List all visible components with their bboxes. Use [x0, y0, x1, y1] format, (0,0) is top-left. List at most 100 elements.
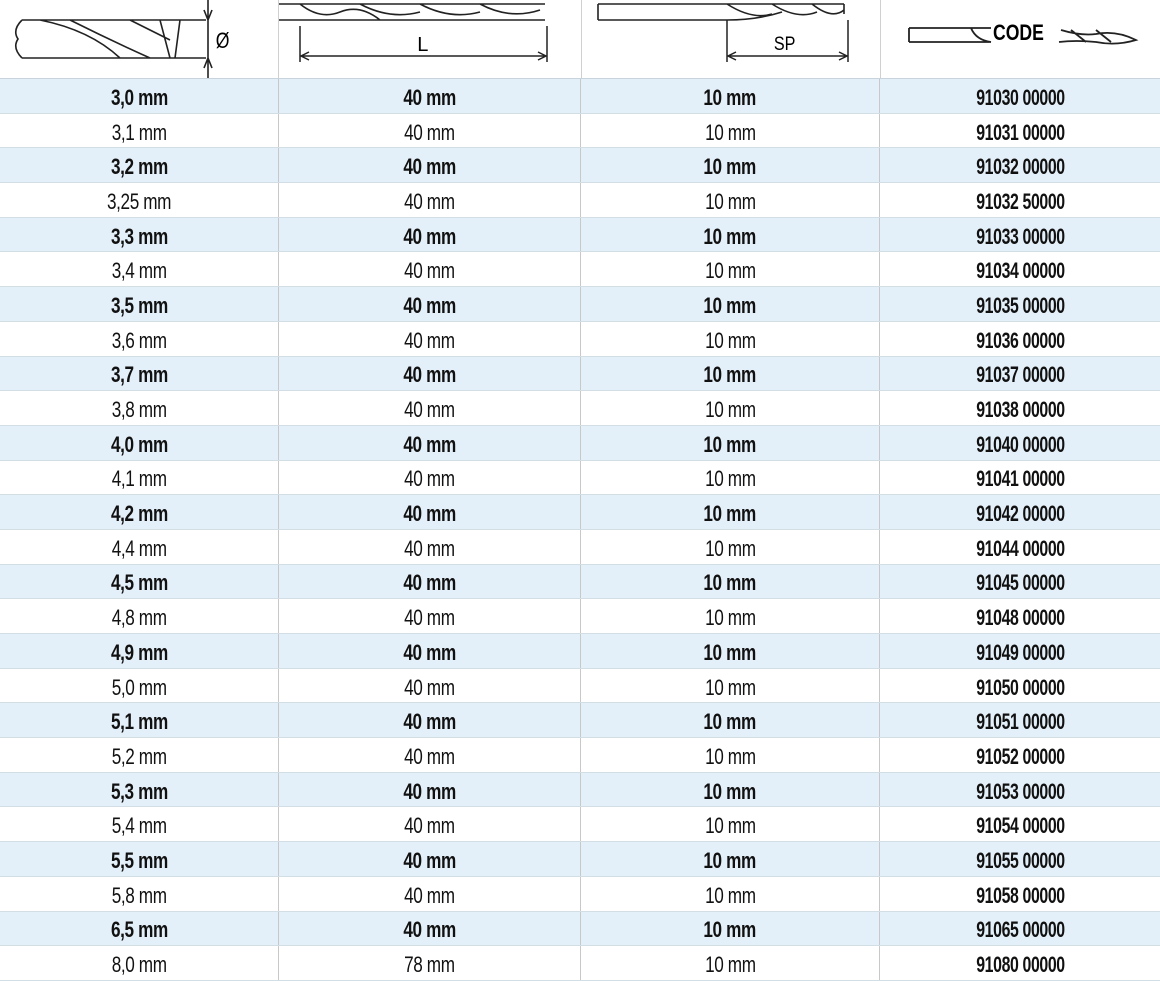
code-cell-text: 91033 00000	[975, 223, 1065, 249]
code-cell-text: 91055 00000	[975, 847, 1065, 873]
spiral-length-cell: 10 mm	[581, 599, 880, 633]
diameter-cell: 5,0 mm	[0, 668, 279, 703]
code-cell-text: 91036 00000	[975, 327, 1065, 353]
spiral-length-cell-text: 10 mm	[703, 778, 757, 804]
length-cell: 40 mm	[279, 425, 581, 460]
spiral-length-cell-text: 10 mm	[703, 639, 757, 665]
code-cell-text: 91048 00000	[975, 605, 1065, 631]
spiral-length-cell-text: 10 mm	[703, 362, 757, 388]
diameter-cell-text: 3,8 mm	[111, 397, 167, 423]
drill-spiral-length-icon	[596, 3, 849, 62]
diameter-cell: 5,3 mm	[0, 772, 279, 807]
diameter-cell-text: 8,0 mm	[111, 952, 167, 978]
table-row: 4,8 mm 40 mm 10 mm 91048 00000	[0, 599, 1160, 634]
length-cell: 40 mm	[279, 876, 581, 911]
spiral-length-cell: 10 mm	[581, 911, 880, 946]
diameter-cell-text: 4,1 mm	[111, 466, 167, 492]
length-cell: 40 mm	[279, 634, 581, 668]
code-cell: 91052 00000	[880, 738, 1160, 772]
spiral-length-cell: 10 mm	[581, 217, 880, 252]
diameter-cell: 4,9 mm	[0, 634, 279, 668]
table-row: 5,5 mm 40 mm 10 mm 91055 00000	[0, 842, 1160, 877]
length-cell-text: 40 mm	[403, 570, 456, 596]
drill-diameter-icon	[14, 0, 213, 78]
length-cell: 40 mm	[279, 183, 581, 217]
length-cell-text: 40 mm	[404, 188, 455, 214]
length-cell-text: 40 mm	[404, 327, 455, 353]
table-row: 3,8 mm 40 mm 10 mm 91038 00000	[0, 391, 1160, 426]
diameter-cell: 5,8 mm	[0, 876, 279, 911]
table-row: 3,5 mm 40 mm 10 mm 91035 00000	[0, 287, 1160, 322]
code-cell: 91054 00000	[880, 807, 1160, 841]
table-row: 4,1 mm 40 mm 10 mm 91041 00000	[0, 460, 1160, 496]
spiral-length-cell-text: 10 mm	[704, 535, 756, 561]
table-row: 5,8 mm 40 mm 10 mm 91058 00000	[0, 876, 1160, 912]
spiral-length-cell: 10 mm	[581, 738, 880, 772]
code-cell: 91040 00000	[880, 426, 1160, 460]
length-cell: 40 mm	[279, 564, 581, 599]
code-cell: 91033 00000	[880, 218, 1160, 252]
length-cell: 40 mm	[279, 79, 581, 113]
diameter-cell-text: 5,5 mm	[110, 847, 168, 873]
length-cell-text: 40 mm	[403, 84, 456, 110]
diameter-cell-text: 3,1 mm	[111, 119, 167, 145]
diameter-cell: 6,5 mm	[0, 911, 279, 946]
code-cell: 91032 00000	[880, 148, 1160, 182]
table-row: 4,9 mm 40 mm 10 mm 91049 00000	[0, 634, 1160, 669]
code-cell: 91041 00000	[880, 461, 1160, 495]
diameter-cell-text: 5,3 mm	[110, 778, 168, 804]
code-cell-text: 91080 00000	[975, 952, 1065, 978]
length-cell: 40 mm	[279, 321, 581, 356]
spiral-length-cell-text: 10 mm	[704, 674, 756, 700]
spiral-length-cell: 10 mm	[581, 113, 880, 148]
spiral-length-cell-text: 10 mm	[704, 743, 756, 769]
length-cell: 40 mm	[279, 356, 581, 391]
table-row: 5,3 mm 40 mm 10 mm 91053 00000	[0, 772, 1160, 808]
spiral-length-cell: 10 mm	[581, 807, 880, 842]
spiral-length-cell-text: 10 mm	[704, 466, 756, 492]
length-cell-text: 40 mm	[404, 743, 455, 769]
diameter-cell-text: 3,4 mm	[111, 258, 167, 284]
code-cell: 91055 00000	[880, 842, 1160, 876]
length-cell: 40 mm	[279, 217, 581, 252]
spiral-length-cell: 10 mm	[581, 946, 880, 980]
diameter-cell: 3,25 mm	[0, 183, 279, 217]
table-header: Ø L SP CODE	[0, 0, 1160, 79]
diameter-cell: 5,5 mm	[0, 842, 279, 876]
table-row: 3,0 mm 40 mm 10 mm 91030 00000	[0, 79, 1160, 114]
spiral-length-cell-text: 10 mm	[704, 397, 756, 423]
table-row: 5,1 mm 40 mm 10 mm 91051 00000	[0, 703, 1160, 739]
diameter-cell: 3,1 mm	[0, 113, 279, 148]
code-cell: 91042 00000	[880, 495, 1160, 529]
table-row: 5,2 mm 40 mm 10 mm 91052 00000	[0, 738, 1160, 773]
code-cell: 91050 00000	[880, 669, 1160, 703]
diameter-cell-text: 3,0 mm	[110, 84, 168, 110]
spiral-length-cell: 10 mm	[581, 842, 880, 876]
length-cell-text: 40 mm	[404, 397, 455, 423]
diameter-cell: 3,7 mm	[0, 356, 279, 391]
diameter-cell: 3,8 mm	[0, 391, 279, 425]
length-cell: 40 mm	[279, 772, 581, 807]
length-cell-text: 40 mm	[403, 709, 456, 735]
diameter-cell: 5,1 mm	[0, 703, 279, 738]
code-cell: 91038 00000	[880, 391, 1160, 425]
length-cell-text: 40 mm	[403, 431, 456, 457]
diameter-cell-text: 4,9 mm	[110, 639, 168, 665]
spiral-length-cell: 10 mm	[581, 356, 880, 391]
spiral-length-cell: 10 mm	[581, 495, 880, 529]
code-cell-text: 91034 00000	[975, 258, 1065, 284]
length-cell: 40 mm	[279, 668, 581, 703]
diameter-cell: 3,2 mm	[0, 148, 279, 183]
diameter-cell-text: 3,25 mm	[106, 188, 172, 214]
code-cell: 91051 00000	[880, 703, 1160, 737]
length-cell: 40 mm	[279, 252, 581, 287]
code-cell-text: 91053 00000	[975, 778, 1065, 804]
length-cell: 40 mm	[279, 495, 581, 529]
table-row: 4,4 mm 40 mm 10 mm 91044 00000	[0, 529, 1160, 565]
spiral-length-cell: 10 mm	[581, 876, 880, 911]
diameter-cell-text: 4,5 mm	[110, 570, 168, 596]
length-cell: 40 mm	[279, 599, 581, 633]
code-cell: 91044 00000	[880, 530, 1160, 564]
spiral-length-cell-text: 10 mm	[704, 258, 756, 284]
code-cell-text: 91054 00000	[975, 813, 1065, 839]
